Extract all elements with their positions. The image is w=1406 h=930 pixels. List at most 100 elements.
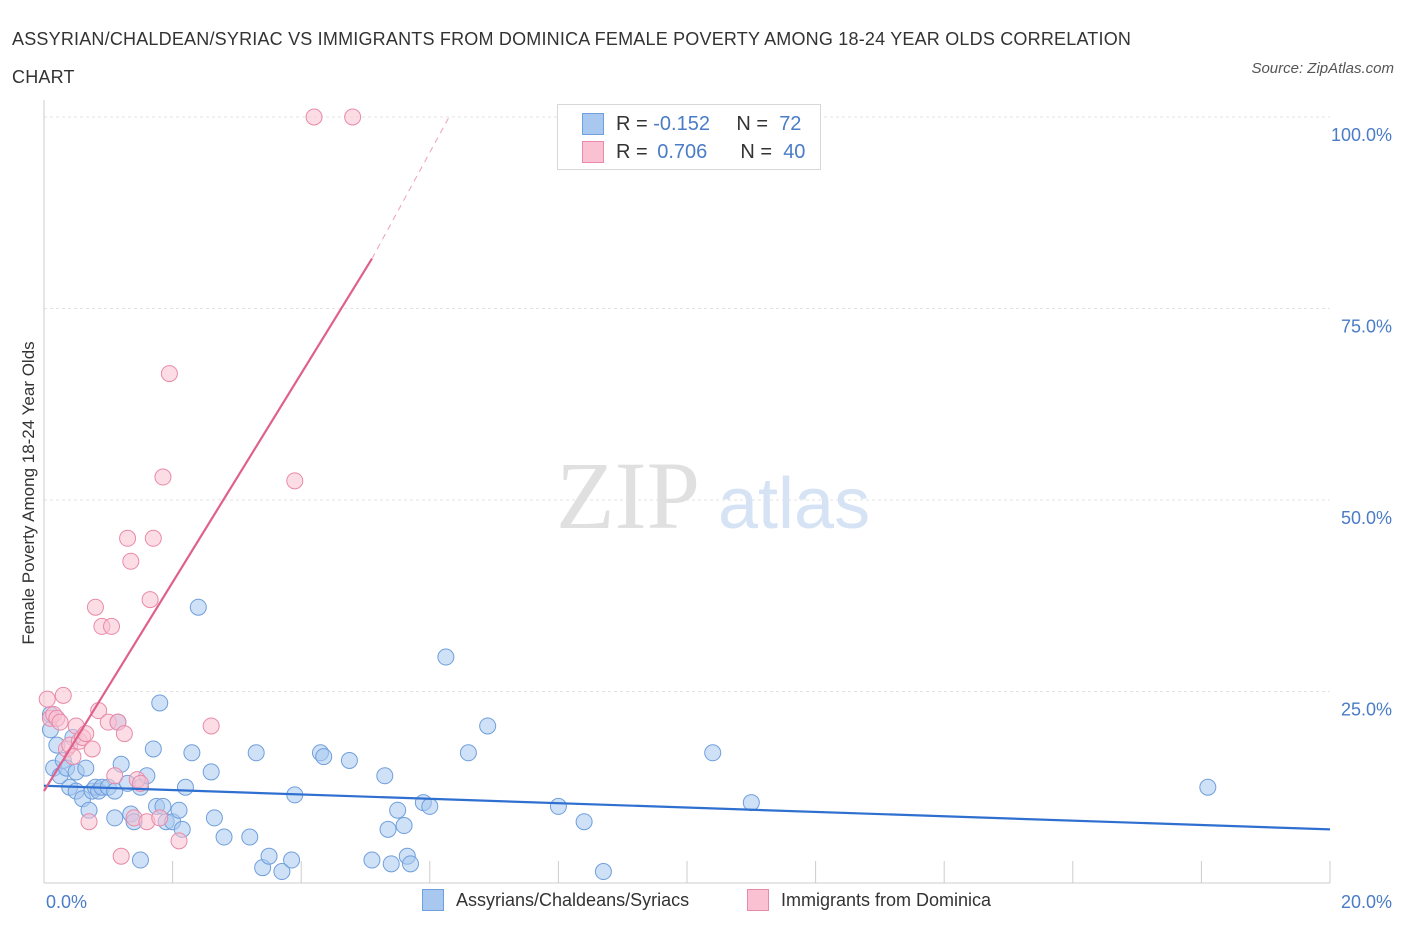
data-point	[122, 552, 140, 570]
y-tick-label: 75.0%	[1341, 317, 1392, 337]
series-label-assyrians: Assyrians/Chaldeans/Syriacs	[456, 889, 690, 910]
data-point	[202, 763, 220, 781]
data-point	[80, 813, 98, 831]
data-point	[54, 686, 72, 704]
data-point	[549, 797, 567, 815]
data-point	[395, 817, 413, 835]
series-legend-assyrians: Assyrians/Chaldeans/Syriacs	[422, 889, 689, 911]
data-point	[340, 751, 358, 769]
data-point	[183, 744, 201, 762]
trend-extension-dominica	[371, 116, 450, 259]
data-point	[260, 847, 278, 865]
chart-title: ASSYRIAN/CHALDEAN/SYRIAC VS IMMIGRANTS F…	[12, 29, 1132, 87]
data-point	[402, 855, 420, 873]
data-point	[170, 832, 188, 850]
series-legend: Assyrians/Chaldeans/Syriacs Immigrants f…	[0, 889, 1406, 915]
x-tick-label: 0.0%	[46, 892, 87, 912]
legend-r-label: R =	[616, 112, 648, 135]
correlation-legend: R = -0.152 N = 72 R = 0.706 N = 40	[557, 104, 821, 170]
y-axis-label: Female Poverty Among 18-24 Year Olds	[19, 341, 38, 644]
x-tick-label: 20.0%	[1341, 892, 1392, 912]
data-point	[141, 591, 159, 609]
trend-line-assyrians	[43, 784, 1331, 831]
legend-r-value: 0.706	[657, 140, 708, 163]
data-point	[189, 598, 207, 616]
data-point	[176, 778, 194, 796]
data-point	[421, 797, 439, 815]
data-point	[103, 617, 121, 635]
data-point	[112, 847, 130, 865]
y-tick-label: 50.0%	[1341, 508, 1392, 528]
data-point	[106, 809, 124, 827]
data-point	[704, 744, 722, 762]
data-point	[77, 759, 95, 777]
watermark-zip: ZIP	[556, 442, 700, 549]
data-point	[315, 748, 333, 766]
data-point	[1199, 778, 1217, 796]
data-point	[151, 809, 169, 827]
trend-lines	[43, 116, 1331, 831]
data-point	[273, 863, 291, 881]
legend-r-label: R =	[616, 140, 648, 163]
series-dominica-points	[38, 108, 362, 865]
series-legend-dominica: Immigrants from Dominica	[747, 889, 991, 911]
zipatlas-watermark: ZIP atlas	[556, 442, 870, 549]
data-point	[247, 744, 265, 762]
legend-swatch-dominica	[582, 141, 604, 163]
legend-r-value: -0.152	[653, 112, 710, 135]
grid-lines	[44, 116, 1330, 692]
series-swatch-assyrians	[422, 889, 444, 911]
data-point	[363, 851, 381, 869]
data-point	[305, 108, 323, 126]
data-point	[459, 744, 477, 762]
data-point	[86, 598, 104, 616]
trend-line-dominica	[43, 258, 373, 792]
data-point	[241, 828, 259, 846]
chart-source: Source: ZipAtlas.com	[1251, 60, 1394, 77]
tick-labels: 25.0% 50.0% 75.0% 100.0% 0.0% 20.0%	[46, 125, 1392, 912]
data-point	[379, 820, 397, 838]
data-point	[170, 801, 188, 819]
data-point	[83, 740, 101, 758]
axes	[43, 100, 1331, 884]
data-point	[286, 472, 304, 490]
data-point	[64, 748, 82, 766]
data-point	[215, 828, 233, 846]
series-label-dominica: Immigrants from Dominica	[781, 889, 992, 910]
data-point	[144, 740, 162, 758]
data-point	[283, 851, 301, 869]
data-point	[119, 529, 137, 547]
legend-row-assyrians: R = -0.152 N = 72	[582, 112, 801, 136]
data-point	[437, 648, 455, 666]
data-point	[151, 694, 169, 712]
legend-swatch-assyrians	[582, 113, 604, 135]
legend-n-value: 72	[779, 112, 802, 135]
legend-n-value: 40	[783, 140, 806, 163]
y-tick-label: 100.0%	[1331, 125, 1392, 145]
data-point	[376, 767, 394, 785]
data-point	[131, 851, 149, 869]
data-point	[106, 767, 124, 785]
data-point	[205, 809, 223, 827]
data-point	[389, 801, 407, 819]
y-tick-label: 25.0%	[1341, 700, 1392, 720]
data-point	[160, 365, 178, 383]
data-point	[202, 717, 220, 735]
data-point	[344, 108, 362, 126]
legend-row-dominica: R = 0.706 N = 40	[582, 140, 805, 164]
data-point	[51, 713, 69, 731]
data-point	[575, 813, 593, 831]
series-assyrians-points	[41, 598, 1217, 881]
data-point	[115, 725, 133, 743]
data-point	[131, 774, 149, 792]
data-point	[154, 468, 172, 486]
data-point	[38, 690, 56, 708]
watermark-atlas: atlas	[718, 464, 870, 544]
data-point	[594, 863, 612, 881]
data-point	[382, 855, 400, 873]
data-point	[479, 717, 497, 735]
series-swatch-dominica	[747, 889, 769, 911]
legend-n-label: N =	[740, 140, 773, 163]
data-point	[742, 794, 760, 812]
